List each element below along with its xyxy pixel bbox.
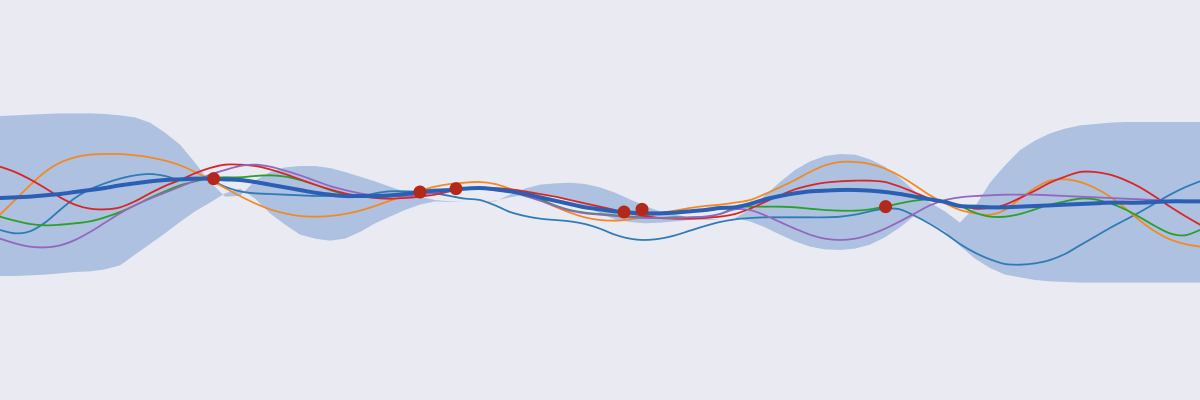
observation-point [617, 205, 631, 219]
observation-point [207, 172, 221, 186]
series-line-sample-2 [0, 152, 1200, 248]
observation-point [449, 182, 463, 196]
confidence-band-layer [0, 113, 1200, 283]
mean-line [0, 176, 1200, 216]
mean-line-layer [0, 176, 1200, 216]
observation-point [879, 200, 893, 214]
observation-point [413, 185, 427, 199]
observation-points-layer [207, 172, 893, 219]
observation-point [635, 202, 649, 216]
confidence-band [0, 113, 1200, 283]
